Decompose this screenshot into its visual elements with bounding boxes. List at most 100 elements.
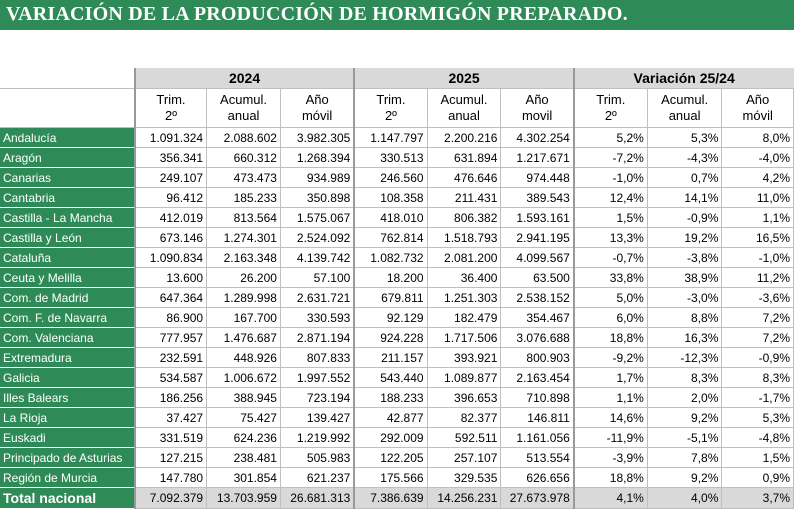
table-cell: 38,9% xyxy=(646,267,722,288)
table-cell: 800.903 xyxy=(500,347,574,368)
table-cell: 146.811 xyxy=(500,407,574,428)
table-cell: 1,5% xyxy=(572,207,648,228)
table-cell: 57.100 xyxy=(279,267,355,288)
table-row: La Rioja 37.427 75.427 139.427 42.877 82.377 1… xyxy=(0,407,794,428)
table-cell: 624.236 xyxy=(206,427,281,448)
table-cell: 2.631.721 xyxy=(279,287,355,308)
table-cell: 7.386.639 xyxy=(353,487,428,509)
table-cell: 1.161.056 xyxy=(500,427,574,448)
table-cell: 2.538.152 xyxy=(500,287,574,308)
table-cell: 331.519 xyxy=(133,427,207,448)
table-body: Andalucía 1.091.324 2.088.602 3.982.305 1.14… xyxy=(0,127,794,509)
table-cell: 7,8% xyxy=(646,447,722,468)
table-cell: 301.854 xyxy=(206,467,281,488)
table-cell: 1.717.506 xyxy=(426,327,501,348)
region-name: Región de Murcia xyxy=(0,467,135,488)
table-cell: 534.587 xyxy=(133,367,207,388)
table-cell: 1.518.793 xyxy=(426,227,501,248)
table-cell: 1.091.324 xyxy=(133,127,207,148)
column-header-line: Acumul. xyxy=(440,92,488,107)
table-cell: -7,2% xyxy=(572,147,648,168)
table-cell: 1.274.301 xyxy=(206,227,281,248)
column-header-line: anual xyxy=(668,108,701,123)
table-cell: 18,8% xyxy=(572,467,648,488)
table-cell: 2.088.602 xyxy=(206,127,281,148)
table-cell: 92.129 xyxy=(353,307,428,328)
table-row: Com. Valenciana 777.957 1.476.687 2.871.194… xyxy=(0,327,794,348)
table-cell: 679.811 xyxy=(353,287,428,308)
region-name: Principado de Asturias xyxy=(0,447,135,468)
group-header-2024: 2024 xyxy=(133,68,355,89)
table-cell: -4,3% xyxy=(646,147,722,168)
table-cell: 238.481 xyxy=(206,447,281,468)
region-name: Galicia xyxy=(0,367,135,388)
region-name: Illes Balears xyxy=(0,387,135,408)
table-cell: -1,0% xyxy=(572,167,648,188)
region-name: Castilla y León xyxy=(0,227,135,248)
table-cell: 3.982.305 xyxy=(279,127,355,148)
region-name: Extremadura xyxy=(0,347,135,368)
table-row: Andalucía 1.091.324 2.088.602 3.982.305 1.14… xyxy=(0,127,794,148)
table-row: Castilla y León 673.146 1.274.301 2.524.092… xyxy=(0,227,794,248)
table-cell: 974.448 xyxy=(500,167,574,188)
table-cell: 4.302.254 xyxy=(500,127,574,148)
region-name: Ceuta y Melilla xyxy=(0,267,135,288)
table-cell: -3,9% xyxy=(572,447,648,468)
table-cell: 2.081.200 xyxy=(426,247,501,268)
table-cell: -3,6% xyxy=(721,287,794,308)
table-cell: 2,0% xyxy=(646,387,722,408)
table-cell: 16,3% xyxy=(646,327,722,348)
column-header-line: 2º xyxy=(604,108,617,123)
table-cell: 806.382 xyxy=(426,207,501,228)
table-cell: 13.600 xyxy=(133,267,207,288)
table-cell: 1,1% xyxy=(572,387,648,408)
table-cell: 75.427 xyxy=(206,407,281,428)
region-name: Castilla - La Mancha xyxy=(0,207,135,228)
header-blank xyxy=(0,68,135,89)
table-cell: 1.147.797 xyxy=(353,127,428,148)
table-cell: -0,9% xyxy=(721,347,794,368)
table-cell: 1.593.161 xyxy=(500,207,574,228)
table-cell: 1.251.303 xyxy=(426,287,501,308)
table-cell: 167.700 xyxy=(206,307,281,328)
table-cell: 710.898 xyxy=(500,387,574,408)
table-cell: 246.560 xyxy=(353,167,428,188)
table-cell: 2.524.092 xyxy=(279,227,355,248)
region-name: Andalucía xyxy=(0,127,135,148)
table-cell: 292.009 xyxy=(353,427,428,448)
region-name: Aragón xyxy=(0,147,135,168)
table-row: Región de Murcia 147.780 301.854 621.237 175… xyxy=(0,467,794,488)
column-header-line: Trim. xyxy=(376,92,406,107)
table-cell: 5,3% xyxy=(646,127,722,148)
table-cell: 513.554 xyxy=(500,447,574,468)
table-cell: 354.467 xyxy=(500,307,574,328)
table-cell: 18.200 xyxy=(353,267,428,288)
total-row: Total nacional 7.092.379 13.703.959 26.681.… xyxy=(0,487,794,509)
table-cell: 42.877 xyxy=(353,407,428,428)
table-row: Cataluña 1.090.834 2.163.348 4.139.742 1.082… xyxy=(0,247,794,268)
table-row: Euskadi 331.519 624.236 1.219.992 292.009 592… xyxy=(0,427,794,448)
table-cell: 5,0% xyxy=(572,287,648,308)
region-name: Com. Valenciana xyxy=(0,327,135,348)
table-cell: 388.945 xyxy=(206,387,281,408)
table-cell: 4,1% xyxy=(572,487,648,509)
table-cell: 8,3% xyxy=(646,367,722,388)
column-header-line: movil xyxy=(521,108,553,123)
table-cell: 543.440 xyxy=(353,367,428,388)
table-cell: 621.237 xyxy=(279,467,355,488)
table-cell: 0,9% xyxy=(721,467,794,488)
table-cell: -3,8% xyxy=(646,247,722,268)
table-cell: 186.256 xyxy=(133,387,207,408)
column-header: Trim. 2º xyxy=(353,88,428,128)
region-name: Com. de Madrid xyxy=(0,287,135,308)
table-row: Galicia 534.587 1.006.672 1.997.552 543.440 1… xyxy=(0,367,794,388)
table-cell: 18,8% xyxy=(572,327,648,348)
table-cell: 8,8% xyxy=(646,307,722,328)
table-cell: 13,3% xyxy=(572,227,648,248)
table-row: Cantabria 96.412 185.233 350.898 108.358 211.… xyxy=(0,187,794,208)
table-row: Com. F. de Navarra 86.900 167.700 330.593 92… xyxy=(0,307,794,328)
table-cell: 356.341 xyxy=(133,147,207,168)
group-header-2025: 2025 xyxy=(353,68,574,89)
table-cell: 448.926 xyxy=(206,347,281,368)
table-cell: 1.997.552 xyxy=(279,367,355,388)
